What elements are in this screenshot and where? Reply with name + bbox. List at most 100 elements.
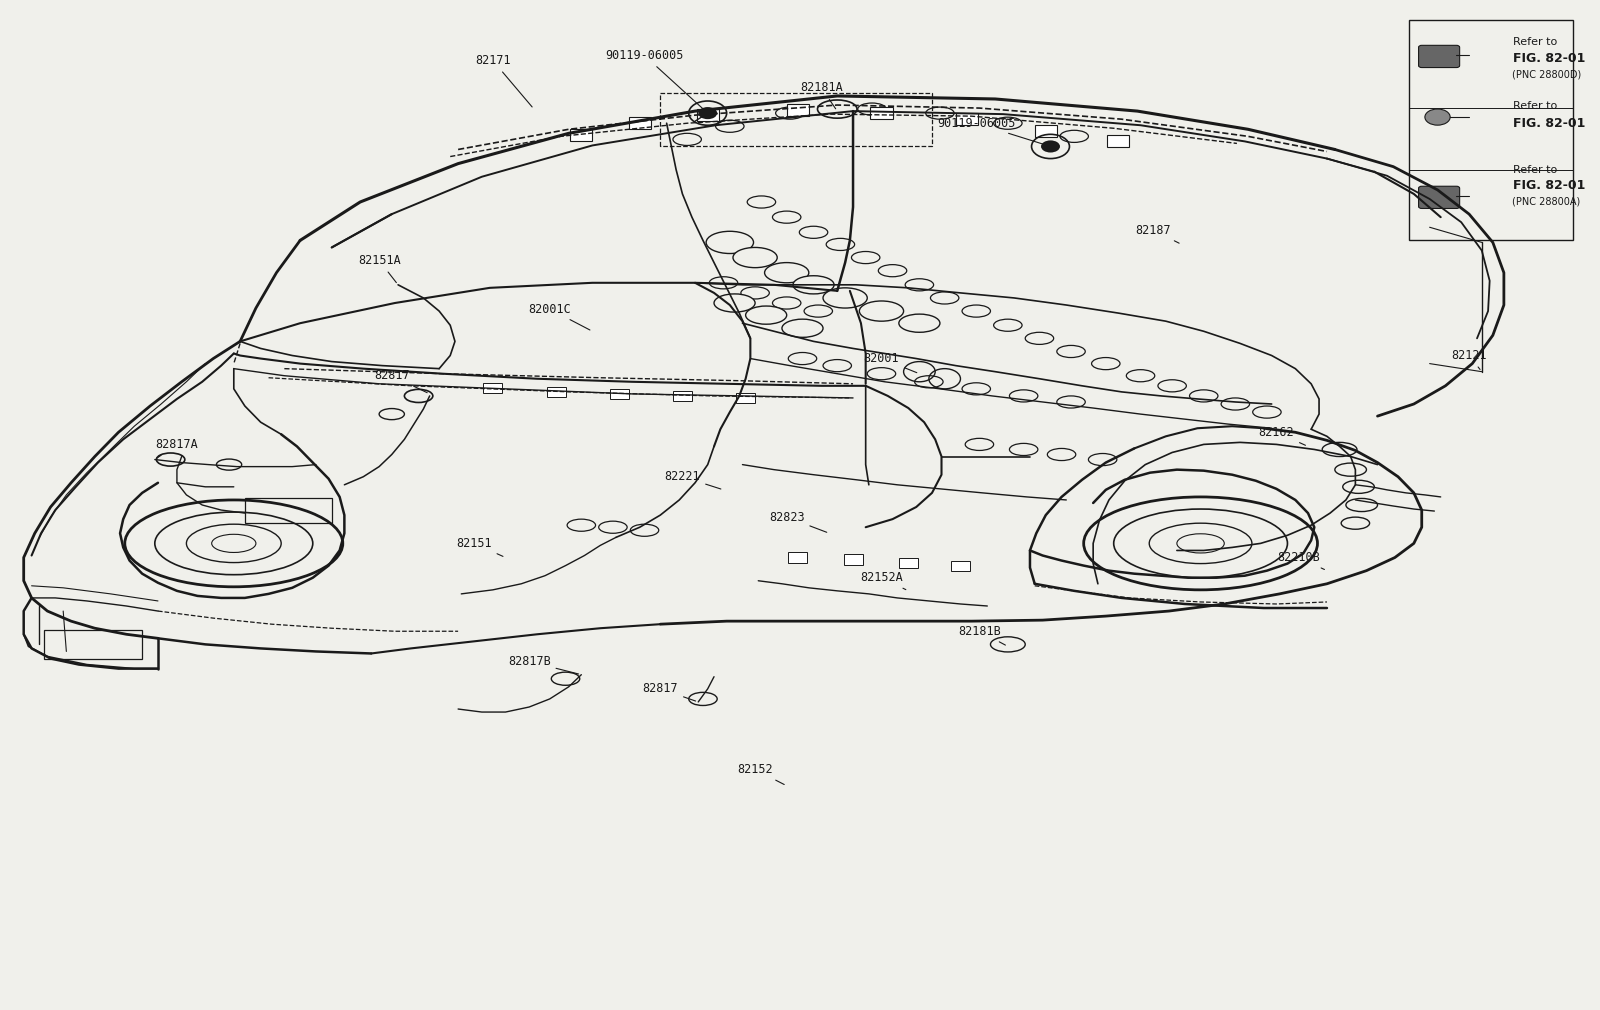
Ellipse shape [906, 279, 934, 291]
Bar [610, 389, 629, 399]
Ellipse shape [867, 368, 896, 380]
Ellipse shape [858, 103, 886, 115]
FancyBboxPatch shape [1419, 186, 1459, 208]
Ellipse shape [733, 247, 778, 268]
Ellipse shape [1058, 396, 1085, 408]
Ellipse shape [1059, 130, 1088, 142]
Ellipse shape [1221, 398, 1250, 410]
Ellipse shape [962, 383, 990, 395]
Bar [696, 109, 718, 121]
Ellipse shape [630, 524, 659, 536]
Ellipse shape [994, 319, 1022, 331]
Bar [1035, 125, 1058, 137]
Ellipse shape [1010, 390, 1038, 402]
Ellipse shape [805, 305, 832, 317]
Ellipse shape [598, 521, 627, 533]
Ellipse shape [566, 519, 595, 531]
Bar [1410, 20, 1573, 240]
Text: (PNC 28800D): (PNC 28800D) [1512, 70, 1581, 80]
Text: FIG. 82-01: FIG. 82-01 [1514, 53, 1586, 65]
Text: 82817A: 82817A [155, 438, 198, 458]
Ellipse shape [674, 133, 701, 145]
Ellipse shape [741, 287, 770, 299]
Ellipse shape [773, 211, 802, 223]
Bar [787, 104, 810, 116]
Ellipse shape [782, 319, 822, 337]
Bar [789, 552, 808, 563]
Text: 82181A: 82181A [800, 82, 843, 109]
Ellipse shape [994, 117, 1022, 129]
Ellipse shape [794, 276, 834, 294]
Text: 82817B: 82817B [507, 655, 579, 674]
Text: Refer to: Refer to [1514, 101, 1558, 111]
Text: 82151A: 82151A [358, 255, 400, 283]
Bar [245, 498, 331, 523]
Circle shape [1042, 140, 1059, 153]
Text: 82152: 82152 [738, 764, 784, 785]
Ellipse shape [714, 294, 755, 312]
Text: 82121: 82121 [1451, 349, 1486, 370]
Bar [1107, 135, 1130, 147]
Ellipse shape [1048, 448, 1075, 461]
Ellipse shape [1158, 380, 1186, 392]
Ellipse shape [965, 438, 994, 450]
Ellipse shape [899, 314, 939, 332]
Ellipse shape [822, 360, 851, 372]
Ellipse shape [1189, 390, 1218, 402]
Ellipse shape [931, 292, 958, 304]
Ellipse shape [800, 226, 827, 238]
Ellipse shape [1253, 406, 1282, 418]
Ellipse shape [1126, 370, 1155, 382]
Text: Refer to: Refer to [1514, 165, 1558, 175]
Ellipse shape [859, 301, 904, 321]
Text: 82001: 82001 [864, 352, 917, 373]
Ellipse shape [746, 306, 787, 324]
Ellipse shape [773, 297, 802, 309]
Text: 90119-06005: 90119-06005 [605, 49, 706, 111]
Text: 82171: 82171 [475, 55, 533, 107]
Bar [674, 391, 691, 401]
Ellipse shape [962, 305, 990, 317]
Ellipse shape [926, 107, 954, 119]
Text: 90119-06005: 90119-06005 [938, 117, 1048, 145]
Bar [45, 630, 142, 659]
Ellipse shape [765, 263, 810, 283]
Ellipse shape [915, 376, 942, 388]
Ellipse shape [1088, 453, 1117, 466]
Text: 82151: 82151 [456, 537, 502, 557]
Circle shape [698, 107, 717, 119]
Text: Refer to: Refer to [1514, 37, 1558, 47]
Text: 82221: 82221 [664, 471, 722, 489]
Text: 82001C: 82001C [528, 303, 590, 330]
Ellipse shape [747, 196, 776, 208]
Text: 82817: 82817 [374, 370, 427, 393]
Ellipse shape [789, 352, 816, 365]
Text: FIG. 82-01: FIG. 82-01 [1514, 117, 1586, 129]
FancyBboxPatch shape [1419, 45, 1459, 68]
Bar [483, 383, 502, 393]
Ellipse shape [851, 251, 880, 264]
Bar [570, 129, 592, 141]
Bar [899, 558, 918, 568]
Text: (PNC 28800A): (PNC 28800A) [1512, 197, 1581, 207]
Text: 82152A: 82152A [861, 572, 906, 590]
Bar [547, 387, 565, 397]
Text: 82210B: 82210B [1277, 551, 1325, 570]
Bar [955, 113, 978, 125]
Text: 82817: 82817 [643, 683, 696, 701]
Text: 82187: 82187 [1136, 224, 1179, 243]
Text: FIG. 82-01: FIG. 82-01 [1514, 180, 1586, 192]
Ellipse shape [822, 288, 867, 308]
Ellipse shape [1091, 358, 1120, 370]
Ellipse shape [709, 277, 738, 289]
Bar [950, 561, 970, 571]
Ellipse shape [826, 238, 854, 250]
Circle shape [1426, 109, 1450, 125]
Text: 82181B: 82181B [958, 625, 1005, 645]
Ellipse shape [715, 120, 744, 132]
Ellipse shape [706, 231, 754, 254]
Bar [843, 554, 862, 565]
Text: 82162: 82162 [1259, 426, 1306, 445]
Ellipse shape [1010, 443, 1038, 456]
Bar [870, 107, 893, 119]
